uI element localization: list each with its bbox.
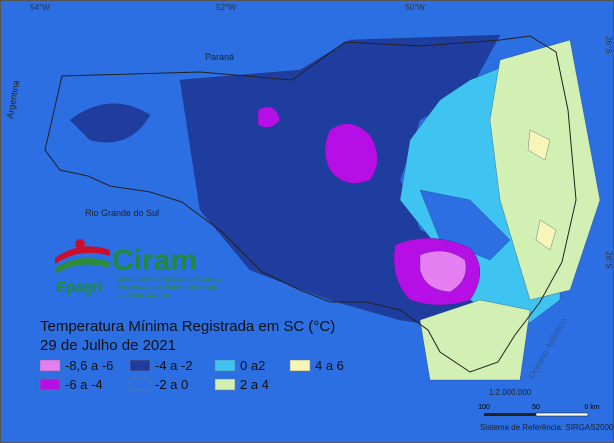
legend-label: 2 a 4 (240, 377, 269, 392)
lon-label: 50°W (405, 3, 425, 12)
temperature-zone (324, 123, 378, 184)
legend-swatch (129, 378, 151, 391)
temperature-zone (489, 39, 601, 301)
legend-swatch (39, 378, 61, 391)
logo-subtitle: de Santa Catarina (117, 292, 170, 299)
lat-label: 26°S (604, 36, 613, 53)
legend-label: -2 a 0 (155, 377, 188, 392)
logo-mark (75, 239, 85, 249)
scale-ratio: 1:2.000.000 (489, 388, 532, 397)
legend-swatch (289, 359, 311, 372)
temperature-zone (535, 219, 557, 251)
map-date: 29 de Julho de 2021 (40, 337, 176, 354)
map-title: Temperatura Mínima Registrada em SC (°C) (40, 318, 335, 335)
legend-label: -8,6 a -6 (65, 358, 113, 373)
lon-label: 54°W (30, 3, 50, 12)
scale-bar (484, 413, 536, 416)
place-label: Paraná (205, 52, 234, 62)
logo-mark (55, 246, 110, 264)
logo-mark (55, 258, 110, 274)
legend-swatch (39, 359, 61, 372)
temperature-zone (419, 299, 531, 381)
legend-swatch (214, 378, 236, 391)
temperature-zone (257, 106, 281, 128)
lon-label: 52°W (216, 3, 236, 12)
logo-name: Ciram (112, 244, 197, 277)
scale-bar (535, 412, 589, 417)
reference: Sistema de Referência: SIRGAS2000 (480, 423, 614, 432)
legend-label: 0 a2 (240, 358, 265, 373)
temperature-zone (419, 189, 511, 261)
scale-tick: 0 km (584, 404, 599, 411)
legend-label: -6 a -4 (65, 377, 103, 392)
logo-subtitle: Centro de Informações de Recursos (117, 276, 222, 283)
lat-label: 28°S (604, 251, 613, 268)
logo-org: Epagri (56, 279, 103, 296)
legend-label: 4 a 6 (315, 358, 344, 373)
scale-tick: 100 (478, 404, 490, 411)
temperature-zone (69, 103, 151, 143)
logo-subtitle: Ambientais e de Hidrometeorologia (117, 284, 219, 291)
legend: -8,6 a -6 -6 a -4 -4 a -2 -2 a 0 0 a2 2 a 4 4 … (39, 358, 344, 392)
scale-tick: 50 (532, 404, 540, 411)
logo: Ciram Epagri Centro de Informações de Re… (55, 239, 222, 299)
temperature-zone (527, 129, 551, 161)
legend-swatch (214, 359, 236, 372)
legend-label: -4 a -2 (155, 358, 193, 373)
place-label: Rio Grande do Sul (85, 208, 159, 218)
legend-swatch (129, 359, 151, 372)
temperature-zone (419, 250, 467, 293)
